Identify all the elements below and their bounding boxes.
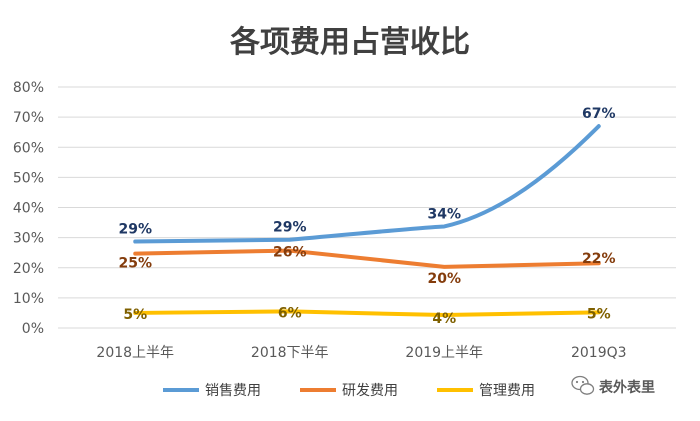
gridlines (58, 86, 676, 329)
y-tick-label: 50% (13, 170, 44, 186)
data-label: 67% (582, 106, 616, 122)
x-tick-label: 2019Q3 (571, 345, 627, 361)
y-tick-label: 60% (13, 140, 44, 156)
series-line (133, 309, 601, 318)
data-label: 4% (432, 311, 456, 327)
wechat-logo-icon (571, 375, 595, 395)
legend: 销售费用 研发费用 管理费用 (163, 383, 535, 399)
data-label: 29% (118, 222, 152, 238)
data-label: 20% (427, 271, 461, 287)
chart-title: 各项费用占营收比 (229, 25, 470, 60)
legend-label: 管理费用 (479, 383, 535, 399)
legend-label: 研发费用 (342, 383, 398, 399)
watermark-text: 表外表里 (598, 379, 655, 396)
x-axis-ticks: 2018上半年 2018下半年 2019上半年 2019Q3 (96, 345, 626, 361)
legend-label: 销售费用 (205, 383, 261, 399)
data-label: 22% (582, 251, 616, 267)
y-tick-label: 0% (22, 321, 44, 337)
data-label: 25% (118, 256, 152, 272)
y-tick-label: 10% (13, 291, 44, 307)
data-label: 5% (123, 307, 147, 323)
y-tick-label: 40% (13, 201, 44, 217)
y-tick-label: 30% (13, 231, 44, 247)
data-label: 5% (587, 306, 611, 322)
y-tick-label: 80% (13, 80, 44, 96)
x-tick-label: 2018上半年 (96, 345, 174, 361)
y-tick-label: 20% (13, 261, 44, 277)
data-labels: 29% 29% 34% 67% 25% 26% 20% 22% 5% 6% 4% 5% (118, 106, 615, 327)
data-label: 29% (273, 220, 307, 236)
series-line (133, 248, 601, 269)
series-lines (133, 124, 601, 318)
data-label: 34% (427, 206, 461, 222)
data-label: 26% (273, 245, 307, 261)
series-line (133, 124, 601, 244)
data-label: 6% (278, 305, 302, 321)
watermark: 表外表里 (571, 375, 655, 396)
x-tick-label: 2019上半年 (405, 345, 483, 361)
y-axis-ticks: 0% 10% 20% 30% 40% 50% 60% 70% 80% (13, 80, 44, 337)
x-tick-label: 2018下半年 (251, 345, 329, 361)
y-tick-label: 70% (13, 110, 44, 126)
